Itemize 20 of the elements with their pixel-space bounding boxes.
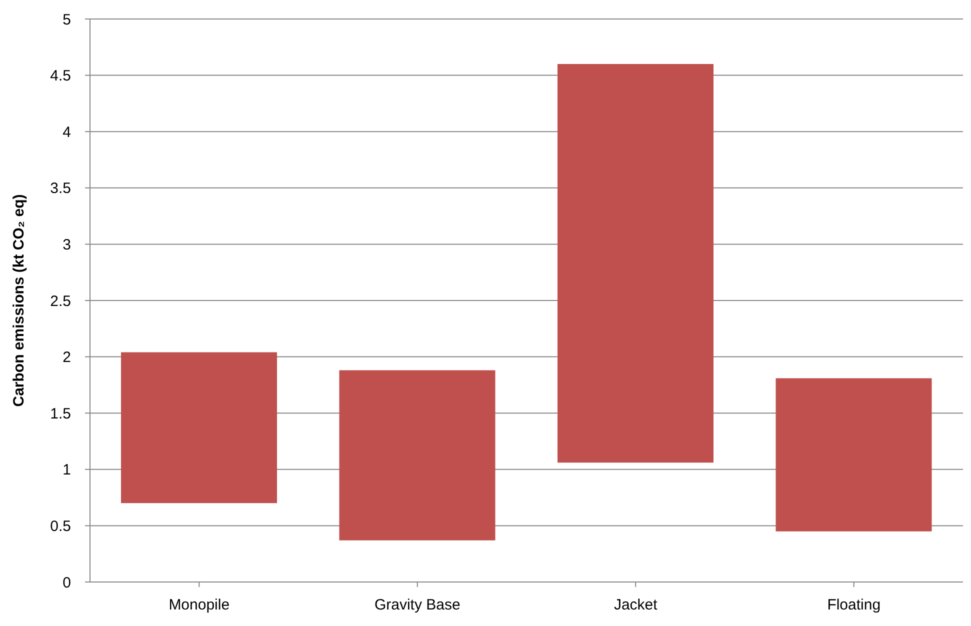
y-tick-label: 1.5 bbox=[50, 405, 71, 422]
y-tick-label: 4 bbox=[62, 124, 71, 141]
x-tick-label: Jacket bbox=[614, 596, 658, 614]
y-tick-label: 5 bbox=[62, 11, 71, 28]
y-axis-title: Carbon emissions (kt CO₂ eq) bbox=[10, 194, 28, 407]
y-tick-label: 1 bbox=[62, 462, 71, 479]
bar bbox=[776, 378, 932, 532]
x-tick-label: Monopile bbox=[168, 596, 230, 614]
x-tick-label: Floating bbox=[827, 596, 881, 614]
bar bbox=[121, 352, 277, 504]
y-tick-label: 0 bbox=[62, 574, 71, 592]
y-tick-label: 3 bbox=[62, 236, 71, 254]
y-tick-label: 3.5 bbox=[50, 180, 71, 198]
y-tick-label: 4.5 bbox=[50, 68, 71, 85]
y-tick-label: 2.5 bbox=[50, 292, 71, 310]
y-tick-label: 2 bbox=[62, 349, 71, 366]
x-tick-label: Gravity Base bbox=[374, 596, 460, 614]
bar bbox=[339, 370, 496, 540]
bar bbox=[558, 64, 714, 463]
y-tick-label: 0.5 bbox=[50, 518, 71, 536]
